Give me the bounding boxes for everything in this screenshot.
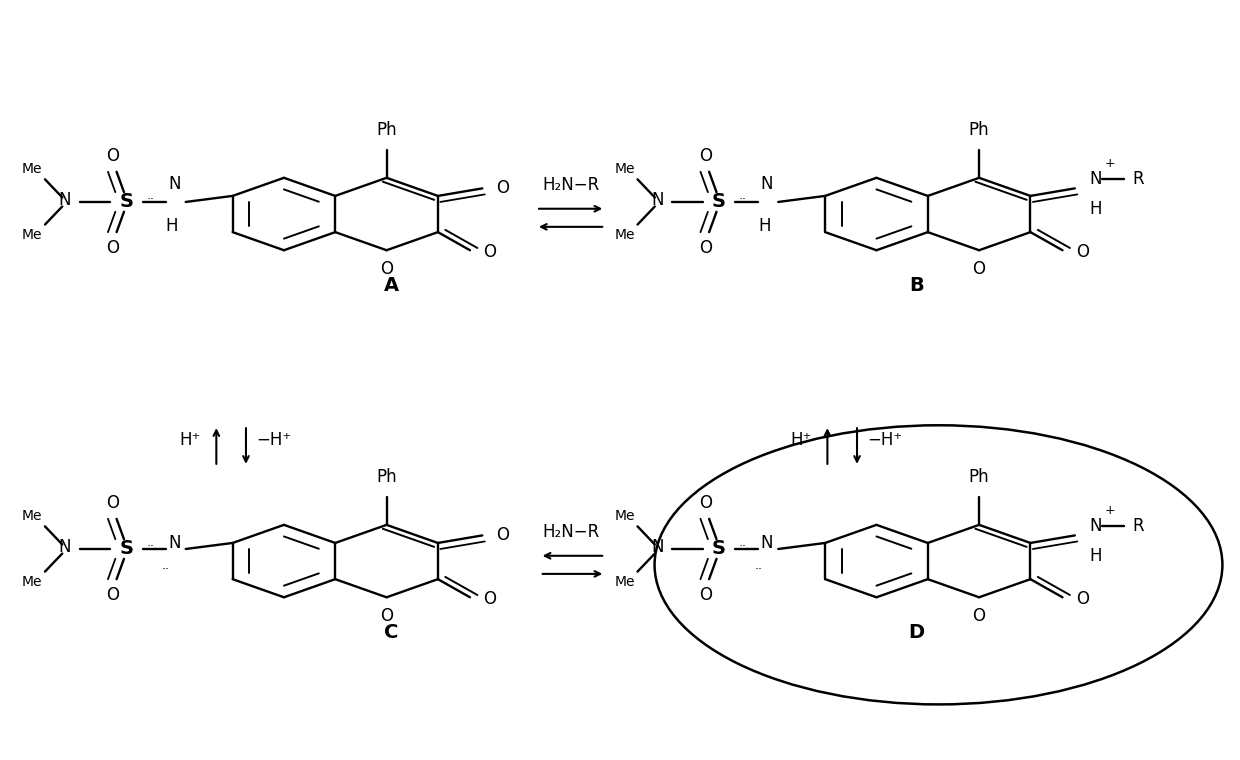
Text: O: O [484, 242, 496, 261]
Text: H⁺: H⁺ [790, 432, 811, 449]
Text: Me: Me [615, 228, 635, 242]
Text: Me: Me [22, 508, 42, 523]
Text: S: S [712, 539, 725, 558]
Text: O: O [972, 607, 986, 625]
Text: S: S [119, 192, 134, 211]
Text: O: O [107, 147, 119, 165]
Text: ··: ·· [146, 540, 154, 553]
Text: N: N [58, 538, 71, 556]
Text: ··: ·· [162, 562, 170, 575]
Text: C: C [384, 623, 399, 642]
Text: ··: ·· [739, 193, 746, 206]
Text: R: R [1133, 518, 1145, 535]
Text: O: O [381, 607, 393, 625]
Text: O: O [107, 239, 119, 257]
Text: Me: Me [22, 228, 42, 242]
Text: O: O [699, 494, 712, 512]
Text: ··: ·· [754, 562, 763, 575]
Text: +: + [1105, 157, 1115, 170]
Text: H₂N−R: H₂N−R [542, 523, 599, 540]
Text: H⁺: H⁺ [179, 432, 201, 449]
Text: O: O [699, 586, 712, 604]
Text: O: O [107, 494, 119, 512]
Text: Ph: Ph [376, 121, 397, 138]
Text: Ph: Ph [376, 467, 397, 486]
Text: O: O [107, 586, 119, 604]
Text: N: N [651, 538, 663, 556]
Text: Me: Me [615, 508, 635, 523]
Text: Me: Me [615, 162, 635, 176]
Text: S: S [119, 539, 134, 558]
Text: O: O [496, 179, 508, 197]
Text: H: H [1090, 200, 1102, 217]
Text: N: N [58, 191, 71, 209]
Text: N: N [1090, 518, 1102, 535]
Text: N: N [169, 534, 181, 552]
Text: Me: Me [22, 162, 42, 176]
Text: +: + [1105, 505, 1115, 518]
Text: Me: Me [22, 575, 42, 590]
Text: ··: ·· [146, 193, 154, 206]
Text: B: B [909, 276, 924, 295]
Text: H: H [166, 217, 179, 235]
Text: ··: ·· [739, 540, 746, 553]
Text: N: N [1090, 170, 1102, 188]
Text: O: O [1076, 590, 1089, 608]
Text: O: O [699, 147, 712, 165]
Text: A: A [384, 276, 399, 295]
Text: N: N [761, 175, 774, 193]
Text: H₂N−R: H₂N−R [542, 176, 599, 194]
Text: −H⁺: −H⁺ [867, 432, 903, 449]
Text: Me: Me [615, 575, 635, 590]
Text: O: O [484, 590, 496, 608]
Text: Ph: Ph [968, 121, 990, 138]
Text: O: O [381, 260, 393, 278]
Text: O: O [972, 260, 986, 278]
Text: H: H [759, 217, 771, 235]
Text: N: N [761, 534, 774, 552]
Text: D: D [908, 623, 924, 642]
Text: −H⁺: −H⁺ [255, 432, 291, 449]
Text: H: H [1090, 546, 1102, 565]
Text: R: R [1133, 170, 1145, 188]
Text: O: O [496, 526, 508, 543]
Text: N: N [169, 175, 181, 193]
Text: O: O [1076, 242, 1089, 261]
Text: Ph: Ph [968, 467, 990, 486]
Text: N: N [651, 191, 663, 209]
Text: S: S [712, 192, 725, 211]
Text: O: O [699, 239, 712, 257]
